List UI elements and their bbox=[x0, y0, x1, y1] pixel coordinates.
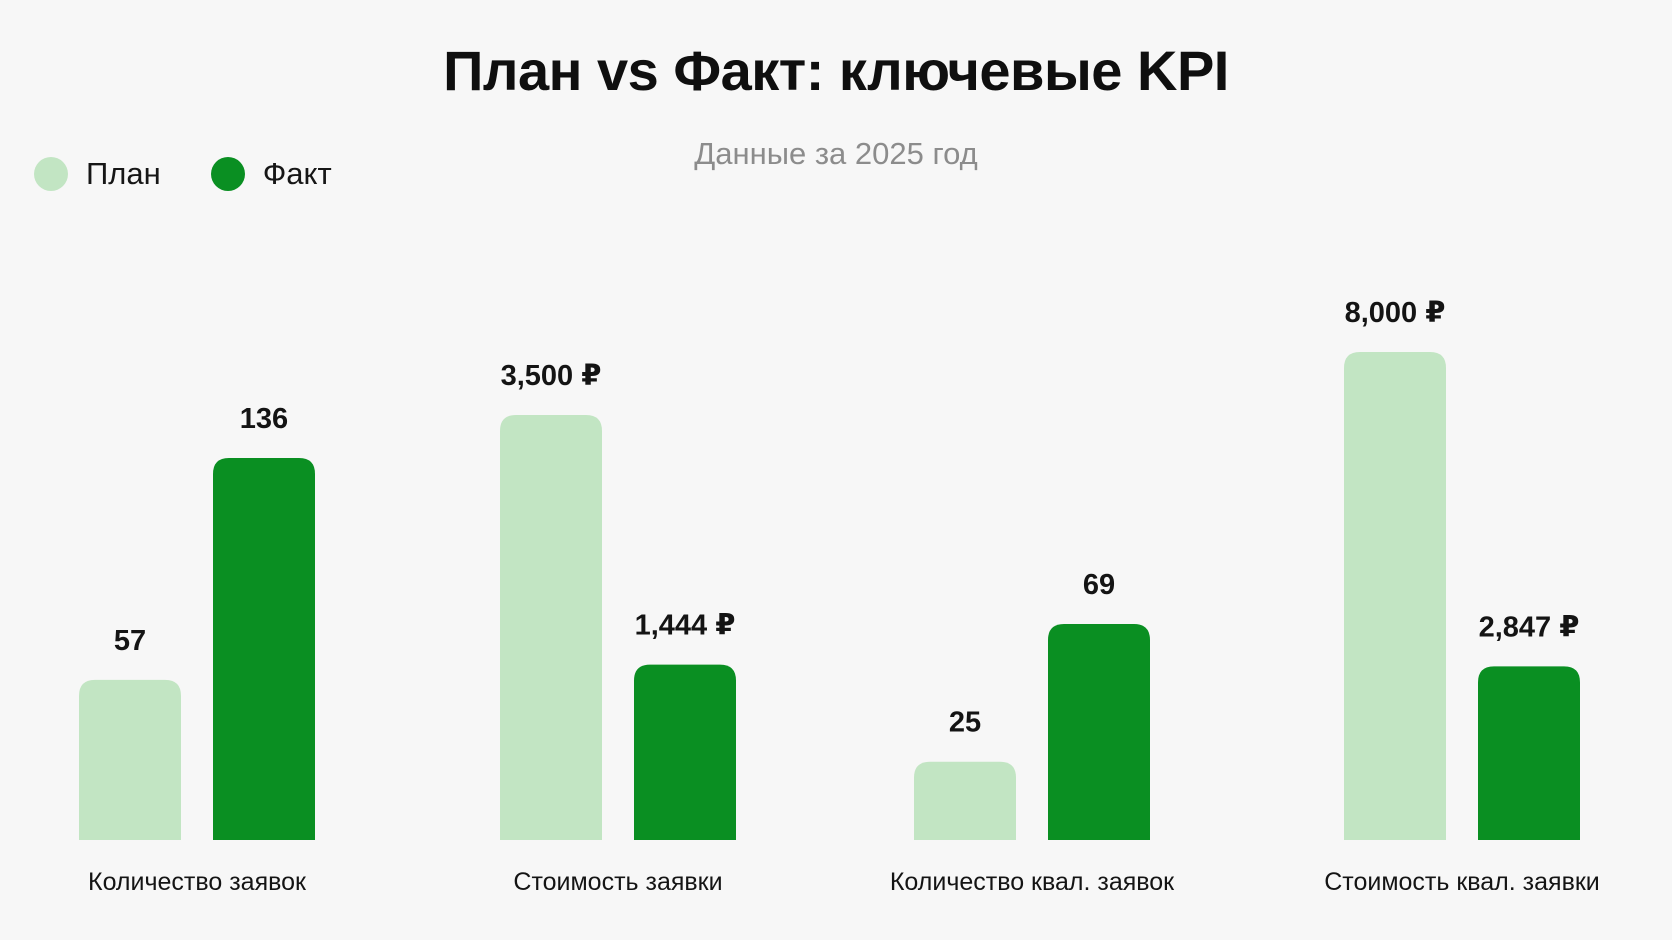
category-label-1: Стоимость заявки bbox=[513, 868, 722, 896]
legend-item-fact: Факт bbox=[210, 156, 332, 192]
value-label-plan-0: 57 bbox=[114, 625, 146, 657]
bar-fact-3 bbox=[1478, 666, 1580, 840]
legend-item-plan: План bbox=[34, 156, 161, 192]
bar-plan-3 bbox=[1344, 352, 1446, 840]
chart-subtitle: Данные за 2025 год bbox=[694, 136, 978, 171]
bar-fact-2 bbox=[1048, 624, 1150, 840]
bar-plan-2 bbox=[914, 761, 1016, 840]
legend-swatch-fact bbox=[210, 157, 245, 191]
value-label-fact-0: 136 bbox=[240, 403, 288, 435]
bar-plan-0 bbox=[79, 679, 181, 840]
bar-fact-1 bbox=[634, 664, 736, 840]
category-label-0: Количество заявок bbox=[88, 868, 307, 896]
value-label-plan-1: 3,500 ₽ bbox=[501, 360, 602, 392]
legend-label-fact: Факт bbox=[262, 156, 332, 191]
legend-swatch-plan bbox=[34, 157, 68, 191]
chart-legend: План Факт bbox=[34, 156, 382, 192]
bar-plan-1 bbox=[500, 415, 602, 840]
bar-fact-0 bbox=[213, 458, 315, 840]
legend-label-plan: План bbox=[86, 156, 161, 191]
category-label-2: Количество квал. заявок bbox=[890, 868, 1175, 896]
value-label-fact-2: 69 bbox=[1083, 569, 1115, 601]
value-label-fact-1: 1,444 ₽ bbox=[635, 610, 736, 642]
value-label-fact-3: 2,847 ₽ bbox=[1479, 611, 1580, 643]
value-label-plan-3: 8,000 ₽ bbox=[1345, 297, 1446, 329]
value-label-plan-2: 25 bbox=[949, 707, 981, 739]
category-label-3: Стоимость квал. заявки bbox=[1324, 868, 1600, 896]
chart-title: План vs Факт: ключевые KPI bbox=[443, 39, 1229, 102]
